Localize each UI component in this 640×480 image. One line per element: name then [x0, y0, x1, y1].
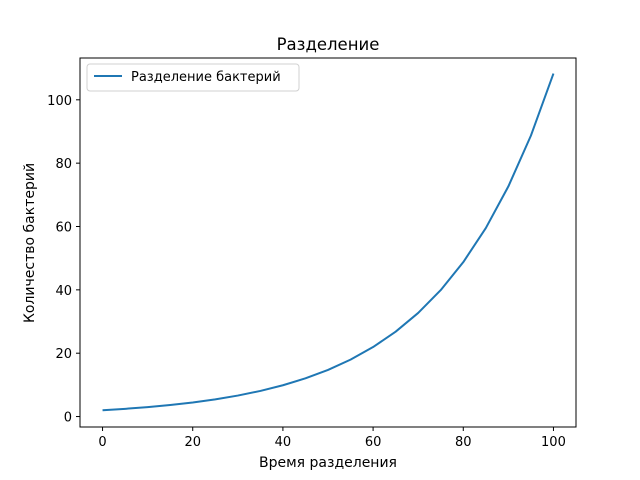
y-axis-label: Количество бактерий	[22, 163, 38, 323]
chart-title: Разделение	[277, 35, 380, 54]
x-tick-label: 100	[541, 435, 566, 450]
y-tick-label: 40	[55, 284, 72, 299]
legend-box	[86, 63, 300, 92]
x-tick-label: 60	[365, 435, 382, 450]
y-axis: 0 20 40 60 80 100	[47, 94, 80, 426]
y-tick-label: 80	[55, 157, 72, 172]
x-axis: 0 20 40 60 80 100	[98, 427, 566, 450]
y-tick-label: 60	[55, 221, 72, 236]
series-line-0	[102, 73, 555, 412]
y-tick-label: 0	[64, 411, 72, 426]
x-tick-label: 80	[455, 435, 472, 450]
legend-label: Разделение бактерий	[131, 70, 281, 85]
y-tick-label: 20	[55, 347, 72, 362]
x-tick-label: 40	[275, 435, 292, 450]
series-layer	[102, 73, 555, 412]
y-tick-label: 100	[47, 94, 72, 109]
x-tick-label: 0	[98, 435, 106, 450]
legend: Разделение бактерий	[86, 63, 300, 92]
x-tick-label: 20	[184, 435, 201, 450]
x-axis-label: Время разделения	[259, 455, 397, 471]
plot-area-frame	[79, 57, 577, 428]
